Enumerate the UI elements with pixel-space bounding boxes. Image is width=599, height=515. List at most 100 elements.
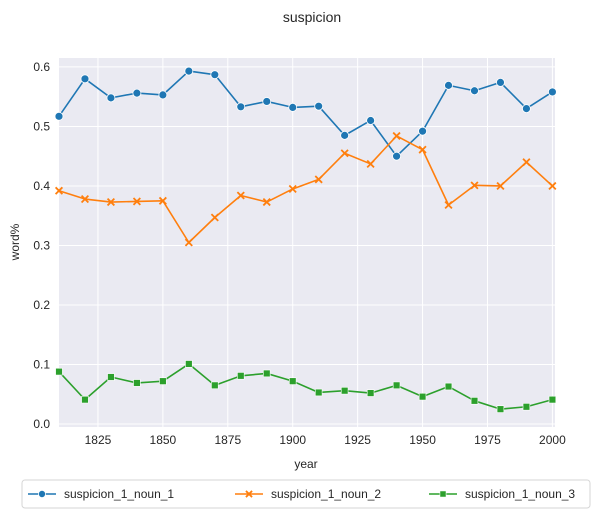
legend: suspicion_1_noun_1 suspicion_1_noun_2 susp… [21,479,591,509]
data-point [237,372,245,380]
y-gridlines [59,66,555,425]
data-point [548,87,557,97]
legend-item: suspicion_1_noun_1 [28,487,174,501]
data-point [470,86,479,96]
data-point [496,181,505,190]
data-point [418,126,427,136]
x-marker-stroke [392,131,401,141]
data-point [470,397,479,405]
data-point [314,388,323,397]
x-marker-stroke [106,197,115,207]
data-point [496,405,505,413]
series-3 [55,360,557,413]
data-point [55,367,63,376]
legend-frame [21,479,591,509]
data-point [522,403,531,411]
x-tick-labels: 1825 1850 1875 1900 1925 1950 1975 2000 [85,433,566,447]
x-marker-stroke [80,195,90,204]
data-point [314,175,323,184]
data-point [80,74,90,84]
data-point [54,186,64,195]
y-tick-label: 0.3 [33,238,50,252]
x-tick-label: 1925 [344,433,371,447]
data-point [245,490,253,498]
data-point [444,80,453,90]
x-marker-stroke [210,213,219,222]
data-point [210,213,219,222]
x-tick-label: 1950 [409,433,436,447]
y-tick-label: 0.1 [33,358,50,372]
x-gridlines [97,58,553,427]
x-tick-label: 2000 [539,433,566,447]
data-point [418,392,427,401]
y-axis-title: word% [8,223,22,261]
data-point [439,490,447,498]
data-point [522,104,531,113]
y-tick-label: 0.0 [33,417,50,431]
x-axis-title: year [294,457,317,471]
x-marker-stroke [470,181,479,190]
data-point [262,197,271,207]
data-point [132,88,142,98]
data-point [444,200,453,210]
data-point [444,382,453,391]
x-tick-label: 1875 [214,433,241,447]
x-marker-stroke [132,197,141,206]
data-point [392,131,401,141]
data-point [184,238,193,247]
x-marker-stroke [496,181,505,190]
series-2 [54,131,557,247]
legend-item: suspicion_1_noun_2 [235,487,381,501]
data-point [38,489,47,498]
data-point [106,197,115,207]
x-marker-stroke [340,149,349,158]
data-point [236,191,245,200]
x-marker-stroke [236,191,245,200]
data-point [340,130,350,140]
data-point [288,184,297,193]
data-point [133,379,141,387]
y-tick-label: 0.5 [33,119,50,133]
x-marker-stroke [288,184,297,193]
legend-label: suspicion_1_noun_3 [465,487,575,501]
series-line [58,135,553,244]
data-point [211,381,219,390]
data-point [314,101,324,111]
data-point [496,78,505,87]
x-tick-label: 1975 [474,433,501,447]
data-point [366,389,375,397]
x-marker-stroke [522,158,531,167]
x-tick-label: 1850 [150,433,177,447]
data-point [340,149,349,158]
x-marker-stroke [418,145,427,154]
data-point [340,386,349,395]
y-tick-labels: 0.0 0.1 0.2 0.3 0.4 0.5 0.6 [33,60,50,431]
data-point [184,66,194,76]
series-line [58,363,553,410]
x-tick-label: 1900 [279,433,306,447]
chart-title: suspicion [283,9,341,25]
data-point [132,197,141,206]
data-point [54,111,64,121]
x-marker-stroke [184,238,193,247]
data-point [158,196,167,205]
data-point [392,381,401,390]
data-point [210,70,220,80]
data-point [522,158,531,167]
series-layer [54,66,557,413]
data-point [158,90,168,100]
x-marker-stroke [548,181,557,190]
y-tick-label: 0.4 [33,179,50,193]
plot-area [59,58,555,427]
series-1 [54,66,557,161]
y-tick-label: 0.6 [33,60,50,74]
data-point [366,159,375,168]
data-point [81,395,89,404]
data-point [366,116,376,125]
data-point [106,93,116,103]
x-marker-stroke [245,490,253,498]
data-point [288,102,298,112]
y-tick-label: 0.2 [33,298,50,312]
x-marker-stroke [444,200,453,210]
